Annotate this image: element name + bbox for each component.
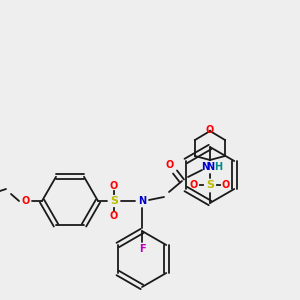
Text: O: O: [166, 160, 174, 170]
Text: O: O: [206, 125, 214, 135]
Text: O: O: [22, 196, 30, 206]
Text: S: S: [206, 180, 214, 190]
Text: O: O: [222, 180, 230, 190]
Text: S: S: [110, 196, 118, 206]
Text: O: O: [190, 180, 198, 190]
Text: N: N: [138, 196, 146, 206]
Text: H: H: [214, 162, 222, 172]
Text: O: O: [110, 181, 118, 191]
Text: N: N: [201, 162, 209, 172]
Text: F: F: [139, 244, 145, 254]
Text: O: O: [110, 211, 118, 221]
Text: N: N: [206, 162, 214, 172]
